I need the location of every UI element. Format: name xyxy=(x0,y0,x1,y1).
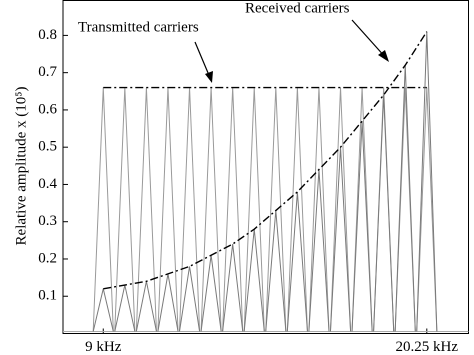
y-tick-label: 0.7 xyxy=(38,64,57,80)
arrow-head xyxy=(378,50,389,62)
y-tick-label: 0.5 xyxy=(38,139,57,155)
carrier-peak xyxy=(243,229,265,332)
carrier-peak xyxy=(157,273,179,332)
carrier-peak xyxy=(416,31,438,332)
y-axis-label: Relative amplitude x (10⁵) xyxy=(13,87,29,246)
carrier-peak xyxy=(157,87,179,332)
carrier-peak xyxy=(373,87,395,332)
carrier-peak xyxy=(329,87,352,332)
carrier-peak xyxy=(416,87,438,332)
carrier-peak xyxy=(351,121,373,332)
annotation-arrow xyxy=(351,19,387,59)
plot-frame xyxy=(62,0,469,334)
annotation: Transmitted carriers xyxy=(78,19,199,35)
y-tick-label: 0.2 xyxy=(38,250,57,266)
carrier-peak xyxy=(114,87,136,332)
carrier-peak xyxy=(92,87,114,332)
carrier-peak xyxy=(394,65,416,332)
carrier-peak xyxy=(243,87,265,332)
carrier-peak xyxy=(308,87,330,332)
annotation: Received carriers xyxy=(245,0,350,16)
carrier-peak xyxy=(200,87,222,332)
carrier-peak xyxy=(373,94,395,332)
carrier-peak xyxy=(222,87,244,332)
carrier-peak xyxy=(92,288,114,332)
arrow-head xyxy=(205,71,213,83)
carrier-peak xyxy=(265,210,287,332)
envelope-line xyxy=(103,31,428,290)
y-tick-label: 0.1 xyxy=(38,288,57,304)
carrier-peak xyxy=(178,266,201,332)
carrier-peak xyxy=(114,284,136,332)
carrier-peak xyxy=(286,191,308,332)
carrier-peak xyxy=(135,281,157,332)
x-tick-label: 9 kHz xyxy=(85,339,122,355)
y-tick-label: 0.6 xyxy=(38,101,57,117)
carrier-peak xyxy=(135,87,157,332)
x-tick-label: 20.25 kHz xyxy=(396,339,459,355)
carrier-peak xyxy=(394,87,416,332)
y-tick-label: 0.8 xyxy=(38,27,57,43)
carrier-peak xyxy=(329,147,352,332)
y-tick-label: 0.3 xyxy=(38,213,57,229)
carrier-peak xyxy=(222,244,244,332)
carrier-peak xyxy=(178,87,201,332)
y-tick-label: 0.4 xyxy=(38,176,57,192)
